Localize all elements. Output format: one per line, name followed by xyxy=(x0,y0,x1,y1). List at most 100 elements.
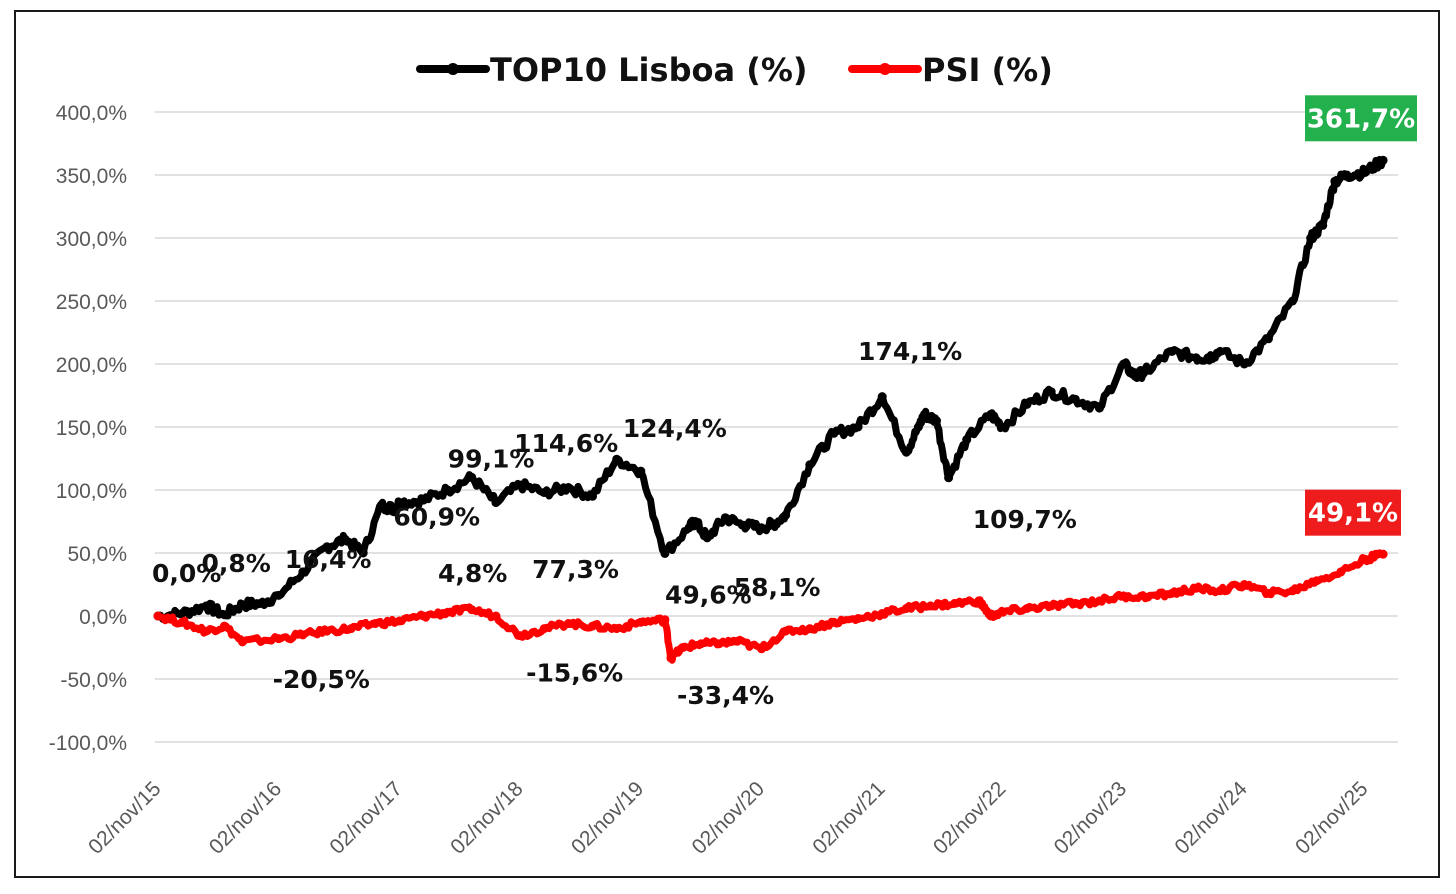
top10-point xyxy=(901,447,911,457)
data-label: 4,8% xyxy=(438,559,507,588)
psi-point xyxy=(714,639,724,649)
data-label: -15,6% xyxy=(526,659,623,688)
top10-point xyxy=(491,498,501,508)
psi-point xyxy=(986,611,996,621)
data-label: 58,1% xyxy=(734,573,821,602)
x-tick-label: 02/nov/20 xyxy=(688,777,769,858)
top10-point xyxy=(1094,403,1104,413)
top10-point xyxy=(919,409,929,419)
data-label: 109,7% xyxy=(973,505,1077,534)
psi-point xyxy=(877,608,887,618)
top10-point xyxy=(1288,296,1298,306)
top10-point xyxy=(1306,233,1316,243)
psi-point xyxy=(219,621,229,631)
top10-point xyxy=(515,480,525,490)
top10-point xyxy=(986,409,996,419)
top10-point xyxy=(612,454,622,464)
psi-point xyxy=(636,617,646,627)
top10-point xyxy=(419,495,429,505)
top10-point xyxy=(467,472,477,482)
psi-point xyxy=(1119,591,1129,601)
psi-point xyxy=(950,598,960,608)
top10-point xyxy=(201,601,211,611)
top10-point xyxy=(944,473,954,483)
y-tick-label: -100,0% xyxy=(49,732,127,755)
legend-label: TOP10 Lisboa (%) xyxy=(490,51,808,89)
top10-point xyxy=(998,422,1008,432)
y-tick-label: 300,0% xyxy=(56,228,127,251)
psi-point xyxy=(1378,549,1388,559)
psi-point xyxy=(1070,598,1080,608)
top10-point xyxy=(781,510,791,520)
data-label: 0,8% xyxy=(201,549,270,578)
y-tick-label: 200,0% xyxy=(56,354,127,377)
top10-point xyxy=(853,422,863,432)
psi-point xyxy=(998,607,1008,617)
psi-point xyxy=(696,639,706,649)
psi-point xyxy=(237,637,247,647)
top10-point xyxy=(1360,167,1370,177)
x-tick-label: 02/nov/16 xyxy=(205,777,286,858)
top10-point xyxy=(702,533,712,543)
top10-point xyxy=(1203,353,1213,363)
y-tick-label: 0,0% xyxy=(79,606,127,629)
psi-point xyxy=(1336,567,1346,577)
x-tick-label: 02/nov/21 xyxy=(808,777,889,858)
top10-point xyxy=(769,519,779,529)
top10-point xyxy=(932,416,942,426)
top10-point xyxy=(1215,346,1225,356)
top10-point xyxy=(829,428,839,438)
top10-point xyxy=(443,485,453,495)
end-labels-group: 361,7% 49,1% xyxy=(1305,95,1417,536)
top10-point xyxy=(660,549,670,559)
y-tick-label: 250,0% xyxy=(56,291,127,314)
top10-point xyxy=(636,466,646,476)
top10-point xyxy=(1119,359,1129,369)
top10-point xyxy=(177,608,187,618)
x-tick-label: 02/nov/19 xyxy=(567,777,648,858)
series-group xyxy=(153,155,1388,664)
top10-point xyxy=(690,517,700,526)
top10-point xyxy=(1263,334,1273,344)
end-label-badge xyxy=(1305,95,1417,142)
psi-point xyxy=(805,624,815,634)
y-axis-ticks: -100,0% -50,0% 0,0% 50,0% 100,0% 150,0% 200,0%… xyxy=(49,102,127,755)
annotations-group: 0,0%0,8% 16,4% -20,5% 60,9% 4,8% 99,1%114,6% 7… xyxy=(152,337,1077,710)
psi-point xyxy=(1239,580,1249,589)
data-label: 77,3% xyxy=(532,555,619,584)
legend-marker xyxy=(447,63,459,75)
top10-point xyxy=(720,513,730,523)
psi-point xyxy=(177,617,187,627)
top10-point xyxy=(588,491,598,501)
top10-point xyxy=(394,498,404,508)
psi-point xyxy=(274,634,284,644)
data-label: 60,9% xyxy=(393,502,480,531)
psi-point xyxy=(588,621,598,631)
data-label: 99,1% xyxy=(448,444,535,473)
y-tick-label: 150,0% xyxy=(56,417,127,440)
psi-point xyxy=(732,636,742,646)
top10-point xyxy=(1330,176,1340,186)
y-tick-label: 100,0% xyxy=(56,480,127,503)
psi-point xyxy=(153,611,163,621)
psi-point xyxy=(443,607,453,617)
top10-point xyxy=(322,542,332,552)
psi-point xyxy=(925,601,935,611)
psi-point xyxy=(322,626,332,636)
end-label-text: 49,1% xyxy=(1308,499,1398,529)
psi-point xyxy=(660,615,670,625)
psi-point xyxy=(974,596,984,606)
psi-point xyxy=(563,619,573,629)
psi-point xyxy=(1191,583,1201,593)
psi-point xyxy=(298,630,308,640)
y-tick-label: 400,0% xyxy=(56,102,127,125)
gridlines xyxy=(155,111,1398,743)
y-tick-label: 50,0% xyxy=(67,543,127,566)
psi-point xyxy=(612,624,622,634)
psi-point xyxy=(515,631,525,641)
top10-point xyxy=(684,523,694,533)
psi-point xyxy=(781,626,791,636)
data-label: 114,6% xyxy=(514,429,618,458)
psi-point xyxy=(491,611,501,621)
